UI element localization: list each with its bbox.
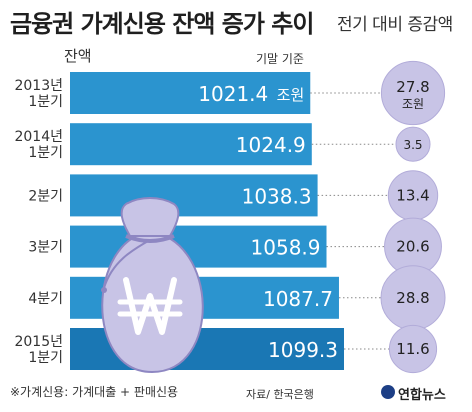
unit-note: 기말 기준: [256, 52, 304, 66]
balance-column-label: 잔액: [64, 47, 92, 65]
yonhap-logo-icon: [381, 385, 395, 399]
category-label: 2014년: [14, 129, 63, 145]
change-bubble: [388, 324, 438, 374]
bar-value-label: 1099.3: [268, 338, 338, 362]
logo: 연합뉴스: [398, 388, 446, 403]
bar-unit-label: 조원: [277, 86, 305, 104]
category-label: 1분기: [28, 145, 63, 161]
won-money-bag-icon: [101, 197, 204, 374]
bar: [70, 123, 312, 166]
category-label: 2013년: [14, 78, 63, 94]
category-label: 1분기: [28, 94, 63, 110]
category-label: 4분기: [28, 291, 63, 307]
source-note: 자료/ 한국은행: [246, 388, 314, 401]
chart-title: 금융권 가계신용 잔액 증가 추이: [10, 10, 314, 38]
bubble-value-label: 13.4: [396, 186, 429, 204]
bar-value-label: 1058.9: [251, 236, 321, 260]
category-label: 1분기: [28, 350, 63, 366]
bar-value-label: 1038.3: [242, 184, 312, 208]
change-bubble: [380, 60, 446, 126]
bubble-value-label: 28.8: [396, 289, 429, 307]
change-column-label: 전기 대비 증감액: [337, 15, 453, 35]
change-bubble: [395, 126, 431, 162]
bar-value-label: 1021.4: [198, 82, 268, 106]
bar-value-label: 1024.9: [236, 133, 306, 157]
bubble-value-label: 27.8: [396, 78, 429, 96]
category-label: 2015년: [14, 334, 63, 350]
bubble-value-label: 20.6: [396, 238, 429, 256]
bubble-value-label: 11.6: [396, 340, 429, 358]
bar: [70, 72, 311, 114]
category-label: 2분기: [28, 188, 63, 204]
bar: [70, 174, 318, 217]
bubble-unit-label: 조원: [402, 97, 424, 111]
footnote: ※가계신용: 가계대출 + 판매신용: [10, 385, 179, 399]
bar-value-label: 1087.7: [263, 287, 333, 311]
bubble-value-label: 3.5: [403, 138, 422, 152]
category-label: 3분기: [28, 240, 63, 256]
